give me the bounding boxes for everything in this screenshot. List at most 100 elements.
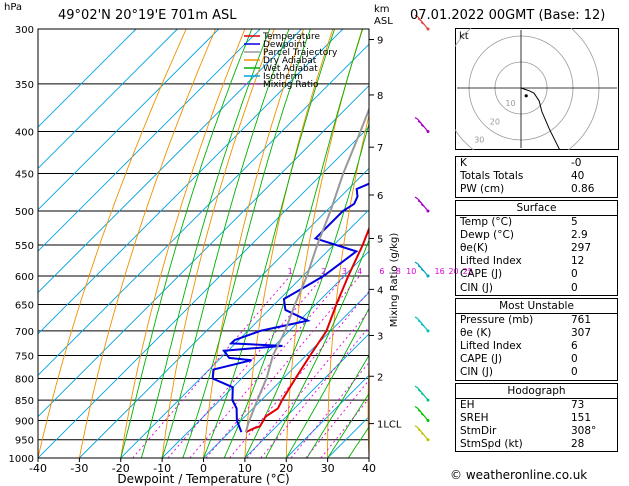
wind-barb-dot <box>426 130 430 134</box>
series-parcel-trajectory <box>244 106 369 433</box>
most-unstable-row: CAPE (J) 0 <box>456 353 617 366</box>
hodograph-table-row: SREH 151 <box>456 412 617 425</box>
km-tick-label: 5 <box>377 234 383 245</box>
hpa-label: hPa <box>4 2 23 13</box>
x-tick-label: 0 <box>200 462 207 475</box>
x-tick-label: 10 <box>238 462 252 475</box>
wind-barb-dot <box>426 329 430 333</box>
surface-value: 12 <box>571 255 585 268</box>
surface-row: CAPE (J) 0 <box>456 268 617 281</box>
x-tick-label: 30 <box>321 462 335 475</box>
most-unstable-block: Most Unstable Pressure (mb) 761 θe (K) 307 L… <box>455 297 618 381</box>
legend-entry: Dewpoint <box>263 40 306 50</box>
wind-barb-flag <box>420 124 425 128</box>
pressure-tick-label: 350 <box>15 80 34 91</box>
pressure-tick-label: 950 <box>15 436 34 447</box>
km-tick-label: 9 <box>377 36 383 47</box>
wind-barb-dot <box>426 27 430 31</box>
surface-title: Surface <box>456 201 617 216</box>
wind-barb-flag <box>414 316 419 320</box>
wind-barb-flag <box>420 323 425 327</box>
wind-barb-flag <box>420 21 425 25</box>
mixing-ratio-label: 10 <box>406 267 416 276</box>
wind-barb-flag <box>417 265 422 269</box>
isotherm-line <box>38 29 137 128</box>
hodograph-table-value: 308° <box>571 425 597 437</box>
surface-value: 297 <box>571 241 592 254</box>
wind-barb-flag <box>417 389 422 393</box>
wind-barb-dot <box>426 209 430 213</box>
hodograph-table-label: StmDir <box>460 425 497 437</box>
wind-barb-flag <box>417 428 422 432</box>
wet-adiabat-line <box>265 238 369 458</box>
isotherm-line <box>38 43 369 376</box>
most-unstable-label: CIN (J) <box>460 366 493 379</box>
wind-barb-flag <box>417 120 422 124</box>
most-unstable-value: 0 <box>571 366 578 379</box>
hodo-storm-motion <box>524 94 528 98</box>
pressure-tick-label: 550 <box>15 241 34 252</box>
surface-row: Temp (°C) 5 <box>456 216 617 229</box>
surface-row: Lifted Index 12 <box>456 255 617 268</box>
wet-adiabat-line <box>120 29 253 458</box>
km-tick-label: 3 <box>377 331 383 342</box>
pressure-tick-label: 800 <box>15 374 34 385</box>
most-unstable-row: θe (K) 307 <box>456 327 617 340</box>
dry-adiabat-line <box>120 29 246 458</box>
dry-adiabat-line <box>203 29 305 458</box>
surface-value: 0 <box>571 268 578 281</box>
dry-adiabat-line <box>161 29 275 458</box>
dry-adiabat-line <box>407 29 450 458</box>
hodo-ring-label: 10 <box>505 99 515 108</box>
wind-barb-flag <box>417 409 422 413</box>
wind-barb-flag <box>417 18 422 22</box>
isotherm-line <box>38 29 261 252</box>
asl-label: ASL <box>374 16 393 27</box>
km-tick-label: 4 <box>377 285 383 296</box>
isotherm-line <box>285 374 369 458</box>
legend-entry: Temperature <box>262 32 320 42</box>
isotherm-line <box>38 126 369 458</box>
hodograph: kt 10 20 30 <box>455 28 619 150</box>
wet-adiabat-line <box>306 354 369 458</box>
most-unstable-label: CAPE (J) <box>460 353 503 366</box>
wind-barb-flag <box>420 413 425 417</box>
mixing-ratio-label: 3 <box>342 267 347 276</box>
most-unstable-row: Lifted Index 6 <box>456 340 617 353</box>
mixing-ratio-axis-label: Mixing Ratio (g/kg) <box>389 233 400 328</box>
most-unstable-title: Most Unstable <box>456 299 617 314</box>
surface-label: Temp (°C) <box>460 215 513 228</box>
pressure-tick-label: 750 <box>15 351 34 362</box>
dry-adiabat-line <box>38 29 187 458</box>
isotherm-line <box>244 333 369 458</box>
pressure-tick-label: 300 <box>15 25 34 36</box>
legend-entry: Parcel Trajectory <box>263 48 338 58</box>
x-tick-label: -20 <box>112 462 130 475</box>
isotherm-line <box>203 291 369 458</box>
surface-label: θe(K) <box>460 241 488 254</box>
hodograph-table-row: EH 73 <box>456 399 617 412</box>
hodograph-table-label: SREH <box>460 411 489 424</box>
wind-barb-flag <box>414 385 419 389</box>
index-row-k: K -0 <box>460 157 582 169</box>
series-temperature <box>245 226 369 434</box>
km-tick-label: 1LCL <box>377 420 402 431</box>
dry-adiabat-line <box>78 29 217 458</box>
isotherm-line <box>38 84 369 418</box>
pressure-tick-label: 700 <box>15 327 34 338</box>
wind-barb-flag <box>420 203 425 207</box>
wind-barb-flag <box>420 268 425 272</box>
most-unstable-label: Lifted Index <box>460 340 522 353</box>
most-unstable-value: 307 <box>571 326 592 339</box>
legend-entry: Dry Adiabat <box>263 56 317 66</box>
isotherm-line <box>161 250 369 458</box>
isotherm-line <box>38 29 344 335</box>
dry-adiabat-line <box>244 29 334 458</box>
wind-barb-flag <box>414 425 419 429</box>
most-unstable-value: 761 <box>571 313 592 326</box>
most-unstable-value: 6 <box>571 340 578 353</box>
indices-block: K -0 Totals Totals 40 PW (cm) 0.86 <box>455 156 618 198</box>
most-unstable-label: Pressure (mb) <box>460 313 534 326</box>
hodo-kt-label: kt <box>459 31 469 42</box>
index-panel: K -0 Totals Totals 40 PW (cm) 0.86 Surface … <box>455 156 618 454</box>
